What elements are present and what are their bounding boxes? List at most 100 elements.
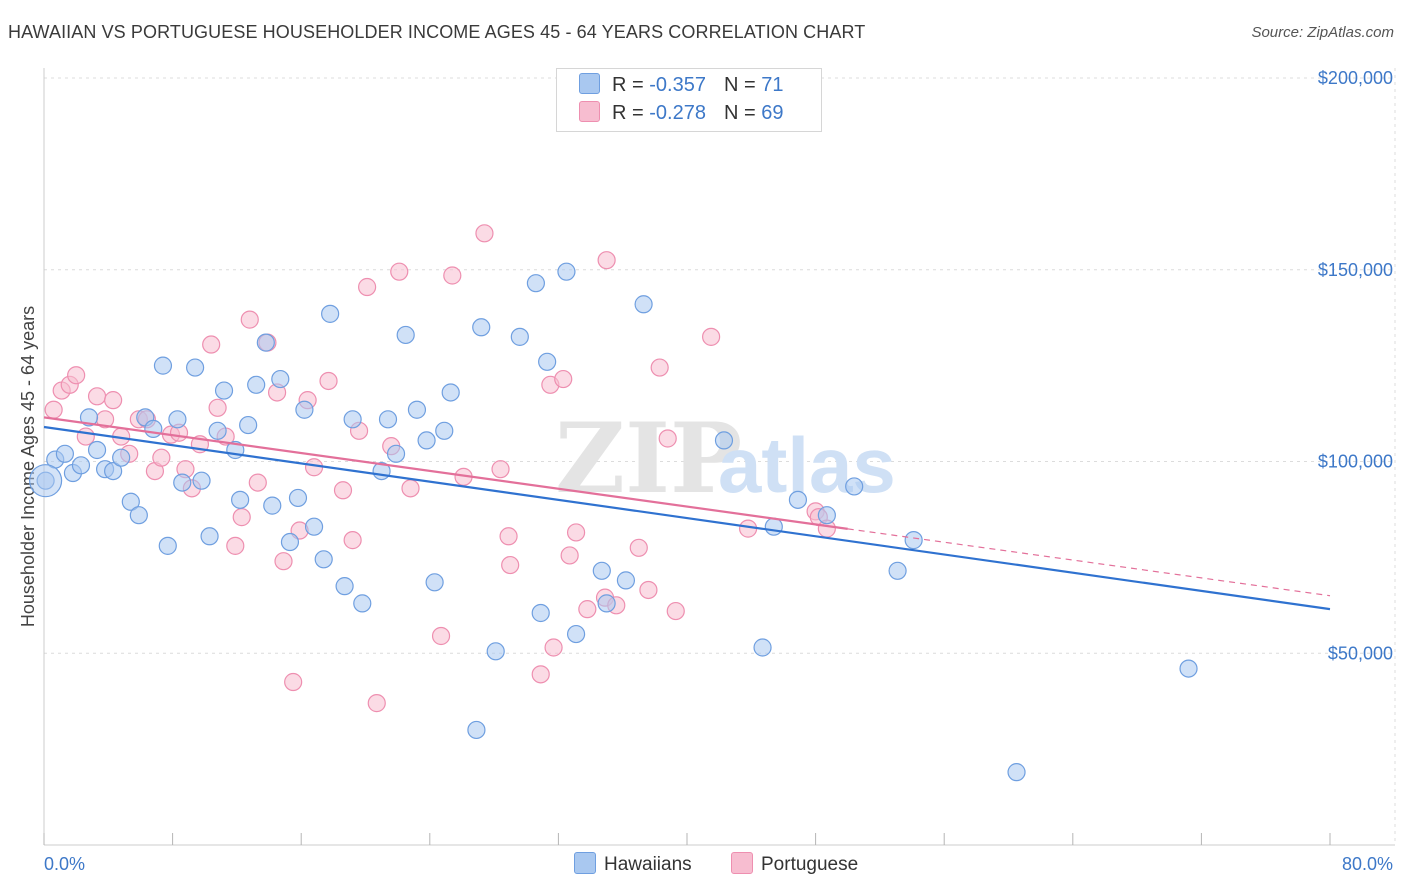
portuguese-point xyxy=(367,694,386,713)
portuguese-r-value: -0.278 xyxy=(649,102,706,124)
hawaiians-point xyxy=(314,550,333,569)
hawaiians-point xyxy=(407,400,427,419)
hawaiians-point xyxy=(256,333,275,352)
hawaiians-point xyxy=(764,517,783,536)
grid-lines xyxy=(44,68,1396,845)
y-axis-label-group: Householder Income Ages 45 - 64 years xyxy=(18,306,38,627)
hawaiians-point xyxy=(280,532,300,552)
hawaiians-trend-line xyxy=(43,425,1331,611)
hawaiians-point xyxy=(753,638,772,657)
n-label: N = xyxy=(723,102,756,124)
hawaiians-point xyxy=(153,356,173,375)
n-label: N = xyxy=(723,74,756,96)
hawaiians-point xyxy=(29,464,63,498)
portuguese-point xyxy=(284,672,303,692)
hawaiians-point xyxy=(472,318,491,337)
hawaiians-point xyxy=(526,274,545,293)
watermark-atlas: atlas xyxy=(718,421,896,509)
portuguese-point xyxy=(44,400,63,419)
hawaiians-point xyxy=(441,383,460,402)
hawaiians-point xyxy=(634,295,653,314)
hawaiians-point xyxy=(200,527,219,546)
portuguese-point xyxy=(560,546,579,565)
watermark: ZIP atlas xyxy=(555,402,896,515)
portuguese-point xyxy=(208,398,227,417)
portuguese-trend-line xyxy=(43,416,848,530)
portuguese-point xyxy=(443,266,462,285)
hawaiians-point xyxy=(788,490,808,509)
portuguese-legend-swatch xyxy=(731,852,753,874)
hawaiians-point xyxy=(295,400,314,419)
hawaiians-point xyxy=(467,720,486,740)
portuguese-point xyxy=(431,626,451,646)
hawaiians-point xyxy=(214,381,234,400)
portuguese-point xyxy=(240,310,259,329)
hawaiians-point xyxy=(208,421,227,440)
y-tick-labels: $50,000 $100,000 $150,000 $200,000 xyxy=(1318,68,1393,663)
hawaiians-point xyxy=(321,304,340,323)
hawaiians-point xyxy=(271,369,290,389)
hawaiians-point xyxy=(112,448,131,467)
r-label: R = xyxy=(612,74,644,96)
y-tick-label: $50,000 xyxy=(1328,643,1393,663)
portuguese-point xyxy=(358,277,377,297)
y-tick-label: $200,000 xyxy=(1318,68,1393,88)
portuguese-point xyxy=(475,224,494,243)
portuguese-point xyxy=(343,531,362,550)
hawaiians-point xyxy=(129,506,148,525)
portuguese-point xyxy=(152,448,171,467)
chart-title: HAWAIIAN VS PORTUGUESE HOUSEHOLDER INCOM… xyxy=(8,22,866,42)
portuguese-n-value: 69 xyxy=(761,102,784,124)
hawaiians-point xyxy=(888,561,907,580)
portuguese-point xyxy=(304,458,324,477)
portuguese-point xyxy=(531,665,550,684)
hawaiians-point xyxy=(343,410,362,429)
portuguese-point xyxy=(566,523,586,542)
legend-item-hawaiians: Hawaiians xyxy=(574,852,692,876)
r-label: R = xyxy=(612,102,644,124)
portuguese-point xyxy=(501,555,520,575)
y-axis-label: Householder Income Ages 45 - 64 years xyxy=(18,306,38,627)
hawaiians-point xyxy=(1179,659,1198,678)
hawaiians-n-value: 71 xyxy=(761,74,784,96)
portuguese-point xyxy=(202,335,221,354)
hawaiians-point xyxy=(592,561,611,580)
hawaiians-point xyxy=(87,440,107,460)
legend-item-portuguese: Portuguese xyxy=(731,852,858,876)
portuguese-point xyxy=(248,473,267,492)
hawaiians-point xyxy=(378,410,398,429)
hawaiians-point xyxy=(79,408,99,427)
hawaiians-point xyxy=(904,531,923,550)
hawaiians-point xyxy=(71,456,91,475)
hawaiians-point xyxy=(425,573,444,592)
x-tick-label: 0.0% xyxy=(44,854,85,874)
portuguese-point xyxy=(401,479,420,498)
hawaiians-point xyxy=(817,506,836,525)
axes xyxy=(43,68,1395,846)
hawaiians-legend-swatch xyxy=(574,852,596,874)
hawaiians-point xyxy=(186,358,205,377)
portuguese-point xyxy=(87,387,107,406)
portuguese-point xyxy=(76,427,95,446)
hawaiians-point xyxy=(417,431,436,450)
portuguese-trend-line-extension xyxy=(847,528,1331,597)
portuguese-point xyxy=(67,366,86,385)
hawaiians-r-value: -0.357 xyxy=(649,74,706,96)
portuguese-point xyxy=(554,369,573,389)
hawaiians-point xyxy=(192,471,211,490)
portuguese-swatch xyxy=(579,101,600,122)
hawaiians-point xyxy=(597,594,616,613)
hawaiians-point xyxy=(335,577,354,596)
portuguese-point xyxy=(390,262,409,281)
legend-row-hawaiians: R = -0.357 N = 71 xyxy=(579,73,783,101)
hawaiians-point xyxy=(168,410,187,429)
hawaiians-point xyxy=(714,431,734,450)
hawaiians-point xyxy=(104,461,123,481)
portuguese-legend-label: Portuguese xyxy=(761,854,859,875)
hawaiians-point xyxy=(158,536,177,555)
hawaiians-point xyxy=(231,490,250,509)
portuguese-point xyxy=(702,327,721,346)
hawaiians-point xyxy=(247,375,266,394)
portuguese-point xyxy=(578,600,597,619)
